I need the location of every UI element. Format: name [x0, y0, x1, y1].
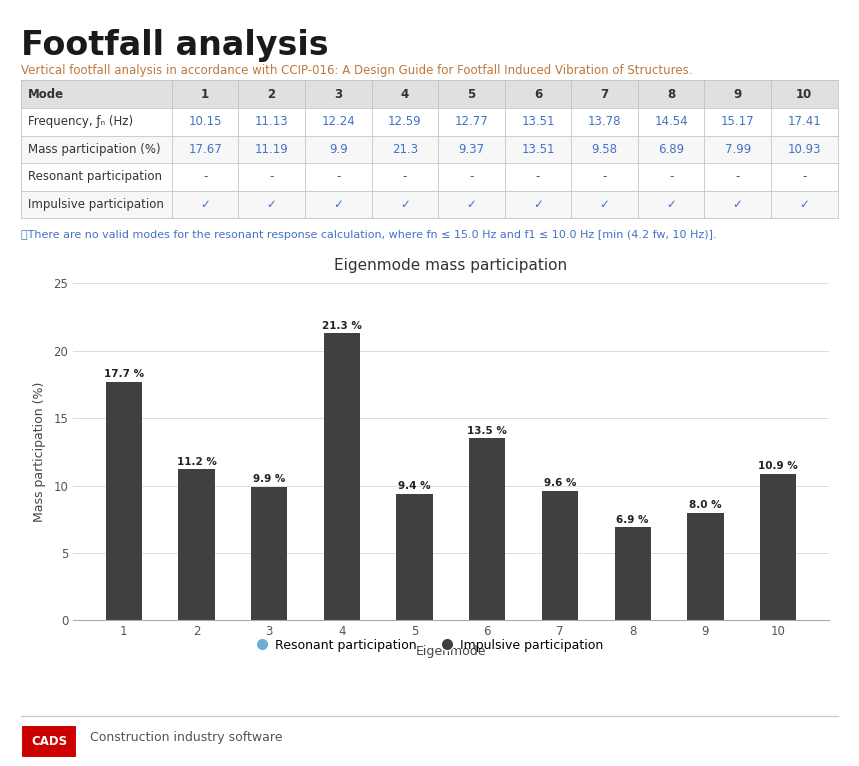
- Text: Construction industry software: Construction industry software: [90, 732, 283, 744]
- Text: 13.51: 13.51: [521, 143, 555, 155]
- Bar: [324, 333, 360, 620]
- Text: -: -: [602, 171, 606, 183]
- Text: ✓: ✓: [733, 198, 742, 211]
- Text: Mode: Mode: [28, 88, 64, 100]
- Text: Frequency, ƒₙ (Hz): Frequency, ƒₙ (Hz): [28, 116, 133, 128]
- Text: -: -: [403, 171, 407, 183]
- Bar: [179, 470, 215, 620]
- Text: 21.3: 21.3: [392, 143, 417, 155]
- Text: 15.17: 15.17: [721, 116, 754, 128]
- Text: 11.2 %: 11.2 %: [177, 457, 216, 466]
- Text: 12.59: 12.59: [388, 116, 422, 128]
- Bar: [469, 438, 505, 620]
- Text: ✓: ✓: [400, 198, 410, 211]
- Text: 6.89: 6.89: [658, 143, 684, 155]
- Text: 21.3 %: 21.3 %: [322, 321, 362, 331]
- Text: 4: 4: [400, 88, 409, 100]
- Text: 9: 9: [734, 88, 742, 100]
- Text: 3: 3: [334, 88, 342, 100]
- Text: 12.24: 12.24: [321, 116, 355, 128]
- Text: 6: 6: [533, 88, 542, 100]
- Bar: [760, 473, 796, 620]
- Text: 9.37: 9.37: [459, 143, 484, 155]
- Text: ✓: ✓: [200, 198, 210, 211]
- Text: ✓: ✓: [466, 198, 476, 211]
- Text: -: -: [669, 171, 673, 183]
- Text: 1: 1: [201, 88, 209, 100]
- Text: ✓: ✓: [533, 198, 543, 211]
- Text: 2: 2: [268, 88, 276, 100]
- Bar: [687, 512, 723, 620]
- Text: 11.19: 11.19: [255, 143, 289, 155]
- Text: ✓: ✓: [267, 198, 277, 211]
- Text: ⓘThere are no valid modes for the resonant response calculation, where fn ≤ 15.0: ⓘThere are no valid modes for the resona…: [21, 230, 717, 240]
- Text: 10.15: 10.15: [188, 116, 222, 128]
- Text: 13.51: 13.51: [521, 116, 555, 128]
- Text: ✓: ✓: [667, 198, 676, 211]
- Text: -: -: [336, 171, 340, 183]
- Text: 9.9: 9.9: [329, 143, 348, 155]
- Text: 7.99: 7.99: [724, 143, 751, 155]
- Text: 8.0 %: 8.0 %: [689, 500, 722, 510]
- Y-axis label: Mass participation (%): Mass participation (%): [34, 381, 46, 522]
- Text: Footfall analysis: Footfall analysis: [21, 29, 329, 62]
- Text: 13.78: 13.78: [588, 116, 621, 128]
- Text: 5: 5: [467, 88, 476, 100]
- Text: -: -: [802, 171, 807, 183]
- Text: 9.6 %: 9.6 %: [544, 478, 576, 489]
- Text: 11.13: 11.13: [255, 116, 289, 128]
- Text: 7: 7: [600, 88, 608, 100]
- Text: 14.54: 14.54: [655, 116, 688, 128]
- Text: ✓: ✓: [600, 198, 609, 211]
- Bar: [397, 494, 433, 620]
- Text: -: -: [270, 171, 274, 183]
- Text: -: -: [536, 171, 540, 183]
- Text: 12.77: 12.77: [454, 116, 488, 128]
- Text: -: -: [203, 171, 207, 183]
- Text: Resonant participation: Resonant participation: [28, 171, 162, 183]
- Legend: Resonant participation, Impulsive participation: Resonant participation, Impulsive partic…: [251, 633, 608, 657]
- Text: 17.67: 17.67: [188, 143, 222, 155]
- Text: ✓: ✓: [800, 198, 809, 211]
- Text: -: -: [469, 171, 473, 183]
- Text: 9.58: 9.58: [592, 143, 618, 155]
- Text: -: -: [735, 171, 740, 183]
- Text: 10: 10: [796, 88, 813, 100]
- Text: 6.9 %: 6.9 %: [617, 515, 649, 525]
- Text: 8: 8: [667, 88, 675, 100]
- Text: 10.9 %: 10.9 %: [758, 461, 798, 471]
- Text: 10.93: 10.93: [788, 143, 821, 155]
- Bar: [542, 491, 578, 620]
- X-axis label: Eigenmode: Eigenmode: [416, 645, 486, 658]
- Title: Eigenmode mass participation: Eigenmode mass participation: [334, 257, 568, 273]
- Text: 17.7 %: 17.7 %: [104, 369, 144, 379]
- Bar: [106, 381, 142, 620]
- Bar: [614, 528, 651, 620]
- Text: 9.9 %: 9.9 %: [253, 474, 285, 484]
- Text: 13.5 %: 13.5 %: [467, 426, 508, 436]
- Text: 17.41: 17.41: [788, 116, 821, 128]
- Text: CADS: CADS: [31, 735, 68, 748]
- Text: Vertical footfall analysis in accordance with CCIP-016: A Design Guide for Footf: Vertical footfall analysis in accordance…: [21, 64, 693, 77]
- Text: Impulsive participation: Impulsive participation: [28, 198, 164, 211]
- Text: Mass participation (%): Mass participation (%): [28, 143, 161, 155]
- Text: ✓: ✓: [333, 198, 343, 211]
- Text: 9.4 %: 9.4 %: [399, 481, 431, 491]
- Bar: [251, 487, 288, 620]
